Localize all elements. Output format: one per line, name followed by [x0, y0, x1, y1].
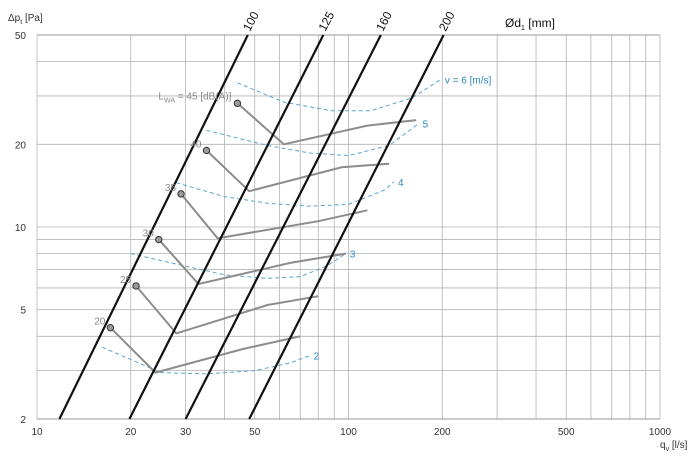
- y-tick-label: 10: [15, 223, 27, 234]
- diameter-label: 160: [373, 9, 395, 34]
- diameter-line: [184, 34, 382, 420]
- x-tick-label: 30: [180, 427, 192, 438]
- velocity-curve: [206, 123, 419, 157]
- diameter-line: [58, 34, 249, 420]
- x-tick-label: 500: [558, 427, 575, 438]
- diameter-line: [128, 34, 325, 420]
- sound-level-marker: [155, 235, 163, 244]
- grid: [36, 34, 661, 420]
- velocity-label: 3: [350, 250, 356, 261]
- x-tick-label: 200: [434, 427, 451, 438]
- x-tick-labels: 10 20 30 50 100 200 500 1000: [31, 427, 671, 438]
- sound-level-marker: [202, 146, 211, 155]
- y-axis-title: Δpt [Pa]: [8, 13, 43, 26]
- x-tick-label: 1000: [649, 427, 672, 438]
- sound-level-lines: [106, 99, 417, 374]
- x-tick-label: 50: [249, 427, 261, 438]
- x-tick-label: 10: [31, 427, 43, 438]
- velocity-curve: [176, 181, 395, 207]
- sound-level-line: [205, 149, 390, 193]
- sound-level-label: 40: [190, 139, 202, 150]
- diameter-lines: [58, 34, 445, 420]
- sound-level-line: [236, 102, 417, 146]
- velocity-label: v = 6 [m/s]: [445, 75, 492, 86]
- sound-level-label: 20: [94, 317, 106, 328]
- velocity-curves: [102, 78, 442, 375]
- velocity-label: 4: [398, 178, 404, 189]
- velocity-curve: [237, 78, 442, 112]
- sound-level-label: 25: [120, 275, 132, 286]
- sound-level-label: 35: [165, 183, 177, 194]
- sound-level-marker: [132, 282, 140, 290]
- sound-level-line: [109, 326, 301, 374]
- velocity-curve: [130, 253, 347, 279]
- sound-level-marker: [106, 323, 115, 332]
- y-tick-label: 2: [20, 415, 26, 426]
- x-axis-title: qv [l/s]: [660, 440, 688, 453]
- diameter-label: 200: [436, 9, 458, 34]
- sound-level-line: [135, 285, 319, 335]
- diameter-label: 100: [240, 9, 262, 34]
- sound-level-line: [180, 193, 368, 240]
- x-tick-label: 20: [125, 427, 137, 438]
- diameter-label: 125: [316, 9, 338, 34]
- y-tick-labels: 2 5 10 20 50: [15, 31, 27, 426]
- y-tick-label: 50: [15, 31, 27, 42]
- sound-level-marker: [233, 99, 242, 108]
- sound-level-marker: [177, 190, 185, 198]
- sound-level-label: LWA = 45 [dB(A)]: [158, 91, 231, 104]
- y-tick-label: 20: [15, 140, 27, 151]
- diameter-title: Ød1 [mm]: [505, 16, 555, 32]
- chart-labels: Δpt [Pa] qv [l/s] v = 6 [m/s] 5 4 3 2 LWA = 45 …: [8, 9, 688, 453]
- velocity-label: 5: [423, 120, 429, 131]
- velocity-label: 2: [314, 352, 320, 363]
- sound-level-line: [158, 238, 346, 286]
- x-tick-label: 100: [340, 427, 357, 438]
- sound-level-label: 30: [143, 229, 155, 240]
- velocity-curve: [102, 346, 310, 375]
- diameter-line: [248, 34, 445, 420]
- y-tick-label: 5: [20, 306, 26, 317]
